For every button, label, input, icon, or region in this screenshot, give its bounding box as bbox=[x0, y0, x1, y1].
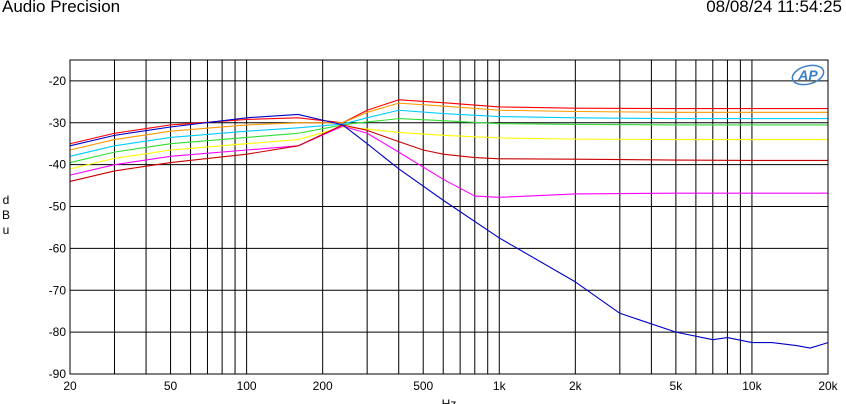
x-tick-label: 200 bbox=[313, 379, 333, 393]
series-line-2 bbox=[69, 102, 828, 151]
y-axis-label: dBu bbox=[2, 193, 10, 237]
series-line-7 bbox=[69, 124, 828, 182]
x-tick-label: 1k bbox=[493, 379, 507, 393]
y-axis-label-char: B bbox=[2, 208, 10, 222]
x-tick-label: 2k bbox=[569, 379, 583, 393]
y-tick-labels: -20 -30 -40 -50 -60 -70 -80 -90 bbox=[49, 74, 67, 381]
x-tick-label: 500 bbox=[413, 379, 433, 393]
x-axis-label: Hz bbox=[442, 397, 457, 404]
x-tick-label: 20 bbox=[63, 379, 77, 393]
y-tick-label: -80 bbox=[49, 325, 67, 339]
y-axis-label-char: u bbox=[3, 223, 10, 237]
series-line-6 bbox=[69, 125, 828, 198]
y-tick-label: -30 bbox=[49, 116, 67, 130]
y-tick-label: -70 bbox=[49, 283, 67, 297]
y-tick-label: -60 bbox=[49, 241, 67, 255]
series-line-5 bbox=[69, 126, 828, 170]
x-tick-label: 100 bbox=[237, 379, 257, 393]
y-tick-label: -50 bbox=[49, 200, 67, 214]
x-tick-label: 5k bbox=[670, 379, 684, 393]
y-tick-label: -20 bbox=[49, 74, 67, 88]
series-line-1 bbox=[69, 99, 828, 145]
ap-logo: AP bbox=[791, 64, 825, 86]
series-line-8 bbox=[69, 113, 829, 349]
x-tick-label: 20k bbox=[818, 379, 838, 393]
timestamp: 08/08/24 11:54:25 bbox=[706, 0, 842, 16]
y-axis-label-char: d bbox=[3, 193, 10, 207]
plot-frame bbox=[69, 59, 829, 375]
app-title: Audio Precision bbox=[2, 0, 121, 16]
series-line-3 bbox=[69, 109, 828, 157]
y-tick-label: -90 bbox=[49, 367, 67, 381]
x-tick-label: 10k bbox=[742, 379, 762, 393]
x-tick-label: 50 bbox=[164, 379, 178, 393]
ap-logo-text: AP bbox=[797, 67, 818, 83]
y-tick-label: -40 bbox=[49, 158, 67, 172]
series-layer bbox=[69, 99, 829, 349]
grid bbox=[70, 60, 828, 374]
x-tick-labels: 20 50 100 200 500 1k 2k 5k 10k 20k bbox=[63, 379, 838, 393]
series-line-4 bbox=[69, 118, 828, 164]
